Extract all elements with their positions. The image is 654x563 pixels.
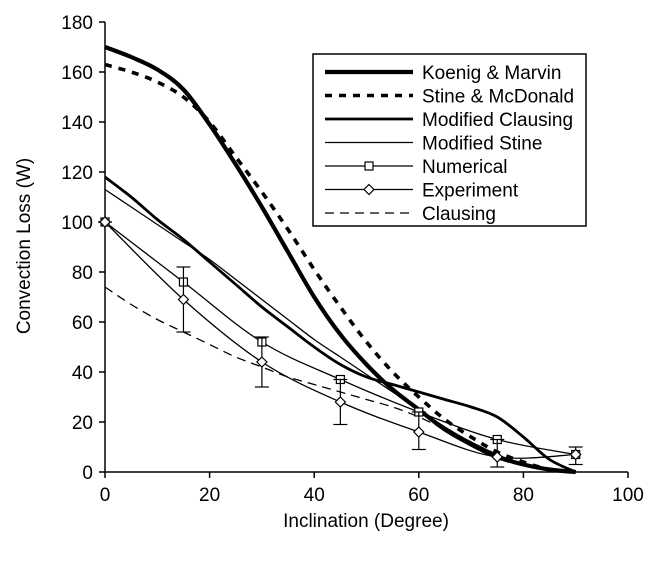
y-tick-label: 0 <box>82 463 93 484</box>
series-line-modified-clausing <box>104 175 577 474</box>
y-tick-label: 100 <box>61 213 93 234</box>
data-point-experiment <box>491 451 504 463</box>
x-tick-label: 100 <box>612 485 644 506</box>
y-tick-label: 20 <box>72 413 93 434</box>
data-point-experiment <box>334 396 347 408</box>
legend-box <box>312 53 587 227</box>
axes: 0 20 40 60 80 100 120 140 160 180 0 20 40 60 80 100 <box>61 13 644 506</box>
x-tick-label: 60 <box>408 485 429 506</box>
x-tick-label: 20 <box>199 485 220 506</box>
y-tick-label: 80 <box>72 263 93 284</box>
legend-label-stine-mcdonald: Stine & McDonald <box>422 87 574 108</box>
legend-marker-numerical <box>364 161 374 171</box>
legend-label-modified-stine: Modified Stine <box>422 134 542 155</box>
legend-label-modified-clausing: Modified Clausing <box>422 110 573 131</box>
legend-label-numerical: Numerical <box>422 157 508 178</box>
series-markers <box>98 216 583 468</box>
y-tick-label: 120 <box>61 163 93 184</box>
y-tick-label: 140 <box>61 113 93 134</box>
y-axis-title: Convection Loss (W) <box>14 158 35 334</box>
y-tick-label: 180 <box>61 13 93 34</box>
y-tick-label: 60 <box>72 313 93 334</box>
data-point-experiment <box>99 216 111 228</box>
x-tick-label: 80 <box>513 485 534 506</box>
legend-label-koenig-marvin: Koenig & Marvin <box>422 63 561 84</box>
data-point-experiment <box>177 293 190 306</box>
y-tick-label: 160 <box>61 63 93 84</box>
legend-label-experiment: Experiment <box>422 181 519 202</box>
x-tick-label: 0 <box>100 485 111 506</box>
x-axis-title: Inclination (Degree) <box>283 511 449 532</box>
legend-label-clausing: Clausing <box>422 204 496 225</box>
x-tick-label: 40 <box>304 485 325 506</box>
data-point-experiment <box>569 448 582 461</box>
data-point-experiment <box>256 356 268 368</box>
y-tick-label: 40 <box>72 363 93 384</box>
legend-marker-experiment <box>363 183 375 196</box>
data-point-experiment <box>412 426 425 438</box>
